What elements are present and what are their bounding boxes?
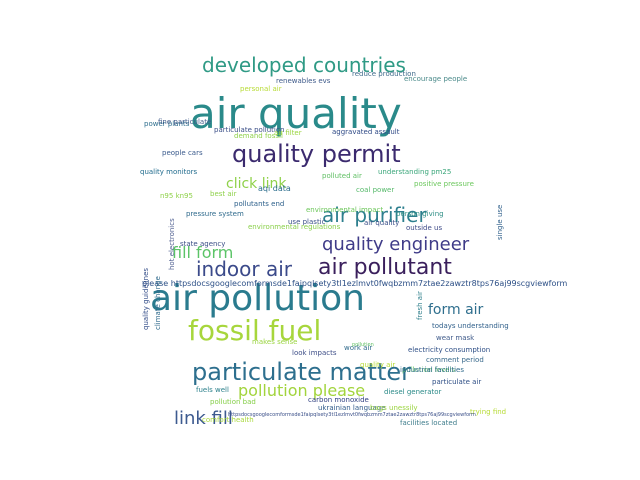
cloud-word-people-cars: people cars [162,149,203,157]
cloud-word-pressure-system: pressure system [186,210,244,218]
cloud-word-indoor-air: indoor air [196,257,293,281]
cloud-word-polluted-air: polluted air [322,172,362,180]
cloud-word-understanding-pm25: understanding pm25 [378,168,451,176]
cloud-word-encourage-people: encourage people [404,75,467,83]
cloud-word-aggravated-assault: aggravated assault [332,128,400,136]
cloud-word-environmental-impact: environmental impact [306,206,383,214]
cloud-word-use-plastic: use plastic [288,218,326,226]
cloud-word-outside-us: outside us [406,224,442,232]
cloud-word-quality-monitors: quality monitors [140,168,198,176]
cloud-word-demand-fossil: demand fossil [234,132,283,140]
cloud-word-electricity-consumption: electricity consumption [408,346,490,354]
cloud-word-coal-power: coal power [356,186,394,194]
cloud-word-air-pollution: air pollution [150,278,365,319]
cloud-word-trying-find: trying find [470,408,506,416]
cloud-word-fossil-fuel: fossil fuel [188,314,321,347]
cloud-word-please-httpsdocsgooglecomformsde1faipqls: please httpsdocsgooglecomformsde1faipqls… [142,279,568,288]
cloud-word-environmental-regulations: environmental regulations [248,223,341,231]
cloud-word-person-giving: person giving [396,210,444,218]
cloud-word-httpsdocsgooglecomformsde1faipqlsety3tl1: httpsdocsgooglecomformsde1faipqlsety3tl1… [228,412,476,418]
cloud-word-pollution: pollution [352,342,374,348]
cloud-word-look-impacts: look impacts [292,349,337,357]
cloud-word-air-quality: air quality [364,219,399,227]
cloud-word-particulate-pollution: particulate pollution [214,126,285,134]
cloud-word-renewables-evs: renewables evs [276,77,331,85]
cloud-word-fill-form: fill form [172,243,233,262]
cloud-word-particulate-matter: particulate matter [192,358,411,386]
cloud-word-state-agency: state agency [180,240,225,248]
cloud-word-facilities-located: facilities located [400,419,457,427]
cloud-word-ukrainian-language: ukrainian language [318,404,386,412]
cloud-word-pollution-levels: pollution levels [402,366,455,374]
cloud-word-air-quality: air quality [190,89,402,138]
cloud-word-link-fill: link fill [174,408,233,429]
cloud-word-best-air: best air [210,190,237,198]
cloud-word-bags-unessily: bags unessily [370,404,418,412]
cloud-word-aqi-data: aqi data [258,184,291,193]
cloud-word-particulate-air: particulate air [432,378,481,386]
cloud-word-fuels-well: fuels well [196,386,229,394]
cloud-word-pollution-bad: pollution bad [210,398,256,406]
cloud-word-air-pollutant: air pollutant [318,255,452,280]
cloud-word-n95-kn95: n95 kn95 [160,192,193,200]
cloud-word-comment-period: comment period [426,356,484,364]
cloud-word-air-purifier: air purifier [322,203,427,227]
cloud-word-fine-particulate: fine particulate [158,118,211,126]
cloud-word-click-link: click link [226,176,287,192]
cloud-word-makes-sense: makes sense [252,338,297,346]
cloud-word-climate-change: climate change [154,276,162,330]
cloud-word-wear-mask: wear mask [436,334,475,342]
cloud-word-work-air: work air [344,344,372,352]
cloud-word-developed-countries: developed countries [202,53,406,77]
cloud-word-pollution-please: pollution please [238,381,365,400]
cloud-word-power-plants: power plants [144,120,190,128]
cloud-word-diesel-generator: diesel generator [384,388,442,396]
cloud-word-hot-electronics: hot electronics [168,218,176,270]
cloud-word-quality-guidelines: quality guidelines [142,268,150,330]
cloud-word-industrial-facilities: industrial facilities [400,366,464,374]
cloud-word-positive-pressure: positive pressure [414,180,474,188]
cloud-word-quality-permit: quality permit [232,140,401,168]
cloud-word-quality-air: quality air [360,361,395,369]
cloud-word-quality-engineer: quality engineer [322,234,470,255]
cloud-word-todays-understanding: todays understanding [432,322,509,330]
cloud-word-single-use: single use [496,205,504,240]
cloud-word-personal-air: personal air [240,85,282,93]
cloud-word-reduce-production: reduce production [352,70,416,78]
cloud-word-pollutants-end: pollutants end [234,200,284,208]
cloud-word-form-air: form air [428,302,484,318]
cloud-word-carbon-monoxide: carbon monoxide [308,396,369,404]
cloud-word-comfort-health: comfort health [202,416,254,424]
cloud-word-fresh-air: fresh air [416,291,424,320]
cloud-word-air-filter: air filter [274,129,302,137]
